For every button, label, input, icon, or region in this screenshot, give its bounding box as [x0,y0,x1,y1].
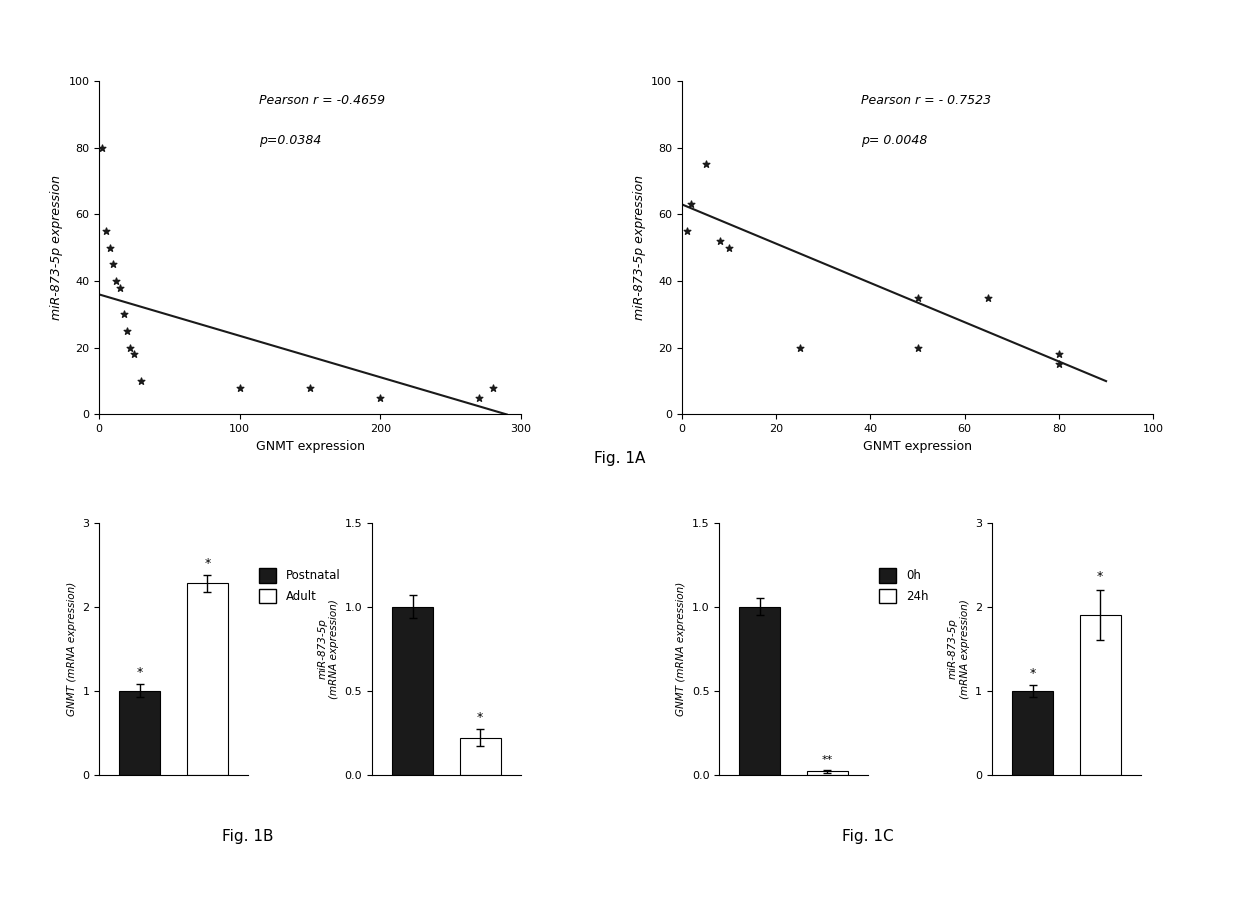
Point [978,290,998,305]
Point [469,391,489,405]
Point [107,274,126,288]
Point [120,341,140,355]
Y-axis label: miR-873-5p
(mRNA expression): miR-873-5p (mRNA expression) [949,599,970,698]
Bar [1012,691,1053,775]
X-axis label: GNMT expression: GNMT expression [255,440,365,452]
Y-axis label: GNMT (mRNA expression): GNMT (mRNA expression) [67,581,77,716]
Text: Fig. 1A: Fig. 1A [594,450,646,466]
Y-axis label: GNMT (mRNA expression): GNMT (mRNA expression) [676,581,686,716]
Bar [807,771,848,775]
Point [229,380,249,395]
X-axis label: GNMT expression: GNMT expression [863,440,972,452]
Point [114,307,134,322]
Point [682,197,702,212]
Y-axis label: miR-873-5p expression: miR-873-5p expression [632,176,646,320]
Text: Fig. 1C: Fig. 1C [842,829,894,844]
Point [300,380,320,395]
Point [371,391,391,405]
Point [908,290,928,305]
Point [97,223,117,238]
Bar [392,606,433,775]
Point [118,323,138,338]
Text: *: * [205,557,211,569]
Point [482,380,502,395]
Text: Pearson r = -0.4659: Pearson r = -0.4659 [259,95,386,107]
Text: *: * [136,666,143,679]
Point [1049,347,1069,361]
Point [131,374,151,388]
Point [100,241,120,255]
Bar [187,583,228,775]
Point [908,341,928,355]
Y-axis label: miR-873-5p expression: miR-873-5p expression [50,176,63,320]
Point [1049,357,1069,371]
Point [110,280,130,295]
Text: p= 0.0048: p= 0.0048 [861,134,928,148]
Text: *: * [1029,667,1035,680]
Y-axis label: miR-873-5p
(mRNA expression): miR-873-5p (mRNA expression) [317,599,339,698]
Text: *: * [1097,570,1104,583]
Text: **: ** [822,755,833,765]
Point [677,223,697,238]
Point [124,347,144,361]
Text: p=0.0384: p=0.0384 [259,134,322,148]
Text: *: * [477,712,484,724]
Legend: 0h, 24h: 0h, 24h [874,563,932,608]
Bar [119,691,160,775]
Point [790,341,810,355]
Point [103,258,123,272]
Point [719,241,739,255]
Point [92,141,112,155]
Bar [739,606,780,775]
Text: Fig. 1B: Fig. 1B [222,829,274,844]
Bar [1080,615,1121,775]
Point [696,157,715,171]
Point [709,234,729,249]
Text: Pearson r = - 0.7523: Pearson r = - 0.7523 [861,95,991,107]
Bar [460,738,501,775]
Legend: Postnatal, Adult: Postnatal, Adult [254,563,345,608]
